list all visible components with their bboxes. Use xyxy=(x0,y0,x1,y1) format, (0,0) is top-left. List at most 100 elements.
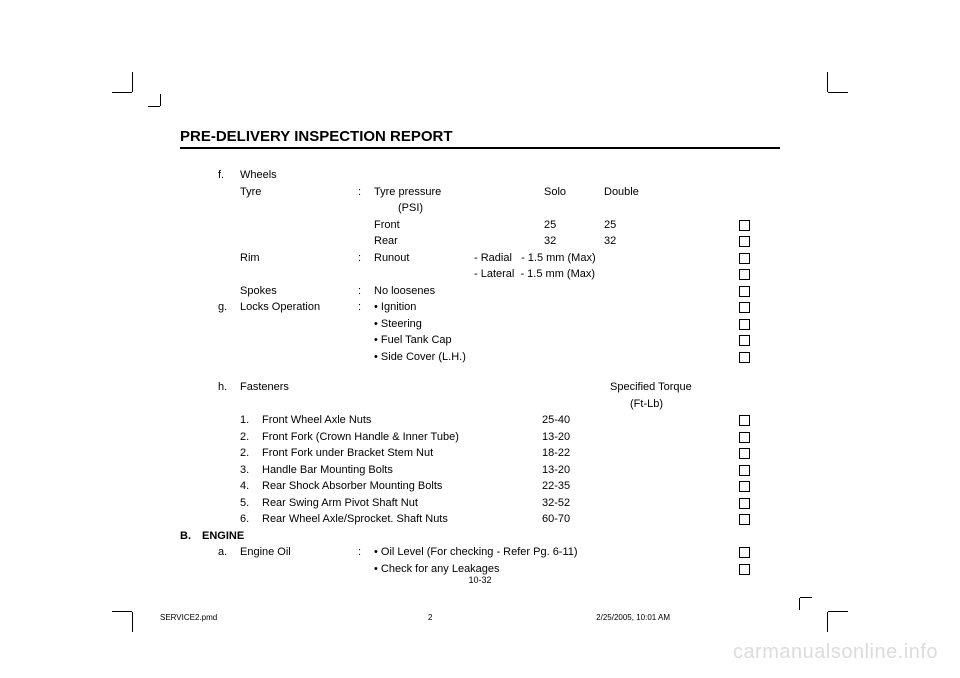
fastener-desc: Rear Wheel Axle/Sprocket. Shaft Nuts xyxy=(262,511,542,528)
fastener-desc: Front Fork under Bracket Stem Nut xyxy=(262,445,542,462)
crop-mark xyxy=(132,72,133,92)
sub-letter: a. xyxy=(218,544,240,561)
footer-file: SERVICE2.pmd xyxy=(160,613,217,622)
page-number: 10-32 xyxy=(180,575,780,585)
fastener-row: 5. Rear Swing Arm Pivot Shaft Nut 32-52 xyxy=(218,495,780,512)
fastener-num: 2. xyxy=(240,445,262,462)
print-footer: SERVICE2.pmd 2 2/25/2005, 10:01 AM xyxy=(150,613,810,622)
checkbox[interactable] xyxy=(739,465,750,476)
tyre-front-row: Front 25 25 xyxy=(218,217,780,234)
checkbox[interactable] xyxy=(739,220,750,231)
rear-label: Rear xyxy=(374,233,544,250)
crop-mark xyxy=(800,597,812,598)
fastener-val: 13-20 xyxy=(542,429,632,446)
torque-header: Specified Torque xyxy=(610,379,780,396)
checkbox[interactable] xyxy=(739,352,750,363)
fastener-num: 1. xyxy=(240,412,262,429)
locks-sidecover-row: • Side Cover (L.H.) xyxy=(218,349,780,366)
fastener-row: 2. Front Fork under Bracket Stem Nut 18-… xyxy=(218,445,780,462)
front-solo: 25 xyxy=(544,217,604,234)
fastener-desc: Front Fork (Crown Handle & Inner Tube) xyxy=(262,429,542,446)
rim-lateral: - Lateral - 1.5 mm (Max) xyxy=(474,266,780,283)
engine-oil-label: Engine Oil xyxy=(240,544,358,561)
checkbox[interactable] xyxy=(739,253,750,264)
checkbox[interactable] xyxy=(739,319,750,330)
footer-date: 2/25/2005, 10:01 AM xyxy=(596,613,670,622)
section-letter: f. xyxy=(218,167,240,184)
locks-item: • Side Cover (L.H.) xyxy=(374,349,544,366)
locks-ignition-row: g. Locks Operation : • Ignition xyxy=(218,299,780,316)
torque-unit: (Ft-Lb) xyxy=(630,396,780,413)
fastener-row: 2. Front Fork (Crown Handle & Inner Tube… xyxy=(218,429,780,446)
fastener-row: 3. Handle Bar Mounting Bolts 13-20 xyxy=(218,462,780,479)
crop-mark xyxy=(148,106,160,107)
section-label: ENGINE xyxy=(202,528,320,545)
spokes-row: Spokes : No loosenes xyxy=(218,283,780,300)
engine-oil-row1: a. Engine Oil : • Oil Level (For checkin… xyxy=(218,544,780,561)
footer-page: 2 xyxy=(428,613,432,622)
rim-label: Rim xyxy=(240,250,358,267)
checkbox[interactable] xyxy=(739,236,750,247)
colon: : xyxy=(358,184,374,201)
header-double: Double xyxy=(604,184,664,201)
fastener-val: 18-22 xyxy=(542,445,632,462)
checkbox[interactable] xyxy=(739,302,750,313)
fasteners-header-row: h. Fasteners Specified Torque xyxy=(218,379,780,396)
crop-mark xyxy=(828,92,848,93)
rear-double: 32 xyxy=(604,233,664,250)
report-body: f. Wheels Tyre : Tyre pressure Solo Doub… xyxy=(218,167,780,577)
engine-oil-item: • Oil Level (For checking - Refer Pg. 6-… xyxy=(374,544,780,561)
crop-mark xyxy=(112,92,132,93)
fastener-desc: Front Wheel Axle Nuts xyxy=(262,412,542,429)
checkbox[interactable] xyxy=(739,481,750,492)
fastener-num: 4. xyxy=(240,478,262,495)
section-letter: h. xyxy=(218,379,240,396)
section-label: Wheels xyxy=(240,167,358,184)
checkbox[interactable] xyxy=(739,514,750,525)
tyre-psi-row: (PSI) xyxy=(218,200,780,217)
rear-solo: 32 xyxy=(544,233,604,250)
front-double: 25 xyxy=(604,217,664,234)
section-b-header: B. ENGINE xyxy=(180,528,780,545)
fastener-num: 5. xyxy=(240,495,262,512)
fastener-desc: Rear Swing Arm Pivot Shaft Nut xyxy=(262,495,542,512)
fastener-val: 32-52 xyxy=(542,495,632,512)
locks-item: • Fuel Tank Cap xyxy=(374,332,544,349)
checkbox[interactable] xyxy=(739,286,750,297)
checkbox[interactable] xyxy=(739,269,750,280)
colon: : xyxy=(358,299,374,316)
fastener-val: 60-70 xyxy=(542,511,632,528)
checkbox[interactable] xyxy=(739,498,750,509)
spokes-label: Spokes xyxy=(240,283,358,300)
fastener-num: 2. xyxy=(240,429,262,446)
checkbox[interactable] xyxy=(739,547,750,558)
checkbox[interactable] xyxy=(739,335,750,346)
rim-lateral-row: - Lateral - 1.5 mm (Max) xyxy=(218,266,780,283)
checkbox[interactable] xyxy=(739,415,750,426)
section-letter: g. xyxy=(218,299,240,316)
fastener-val: 25-40 xyxy=(542,412,632,429)
fastener-val: 13-20 xyxy=(542,462,632,479)
checkbox[interactable] xyxy=(739,448,750,459)
header-solo: Solo xyxy=(544,184,604,201)
rim-radial: - Radial - 1.5 mm (Max) xyxy=(474,250,780,267)
spokes-desc: No loosenes xyxy=(374,283,544,300)
checkbox[interactable] xyxy=(739,432,750,443)
locks-label: Locks Operation xyxy=(240,299,358,316)
checkbox[interactable] xyxy=(739,564,750,575)
crop-mark xyxy=(799,598,800,610)
page-content: PRE-DELIVERY INSPECTION REPORT f. Wheels… xyxy=(180,128,780,577)
section-letter: B. xyxy=(180,528,202,545)
locks-steering-row: • Steering xyxy=(218,316,780,333)
fastener-num: 6. xyxy=(240,511,262,528)
fastener-val: 22-35 xyxy=(542,478,632,495)
fasteners-label: Fasteners xyxy=(240,379,358,396)
crop-mark xyxy=(132,612,133,632)
watermark: carmanualsonline.info xyxy=(733,641,938,664)
colon: : xyxy=(358,250,374,267)
tyre-header-row: Tyre : Tyre pressure Solo Double xyxy=(218,184,780,201)
crop-mark xyxy=(828,611,848,612)
tyre-psi: (PSI) xyxy=(374,200,568,217)
front-label: Front xyxy=(374,217,544,234)
rim-desc: Runout xyxy=(374,250,474,267)
